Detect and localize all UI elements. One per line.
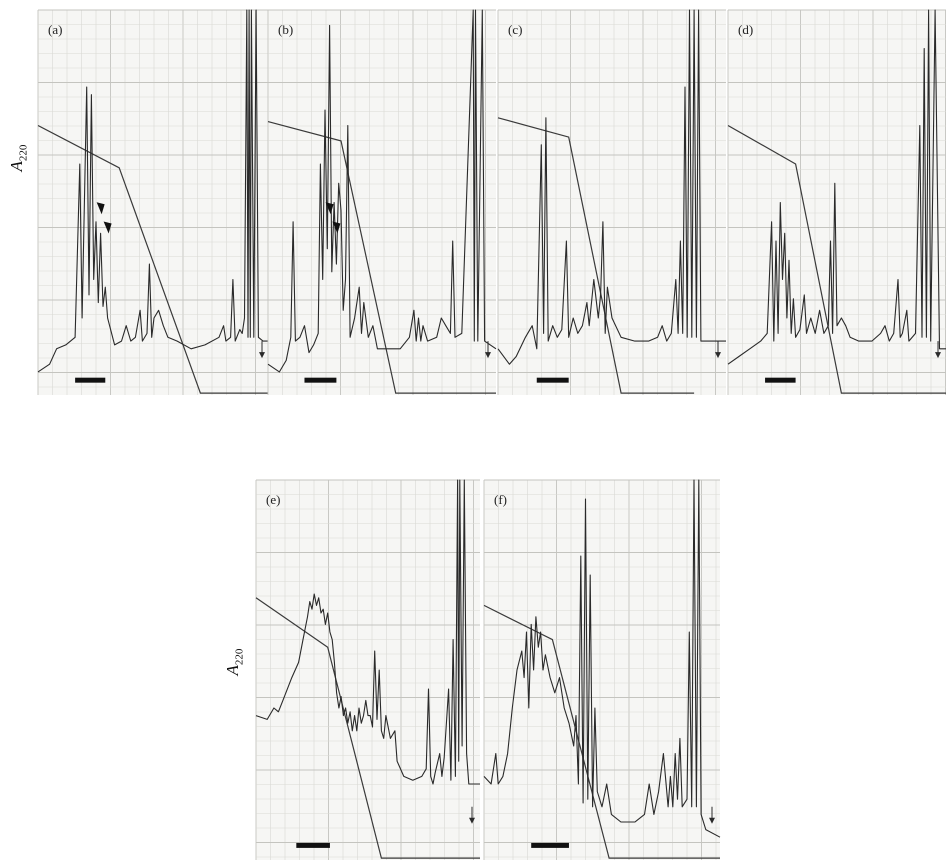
absorbance-trace: [727, 9, 946, 365]
fraction-bar: [304, 377, 337, 383]
gradient-line: [267, 121, 496, 394]
panel-label-f: (f): [494, 492, 507, 507]
fraction-bar: [536, 377, 569, 383]
panel-background: [256, 480, 480, 860]
panel-d: (d): [727, 9, 946, 395]
panel-c: (c): [497, 9, 726, 395]
absorbance-trace: [255, 479, 480, 785]
panel-background: [728, 10, 946, 395]
fraction-bar: [296, 842, 330, 848]
end-arrow-head: [469, 817, 475, 824]
gradient-line: [37, 124, 270, 394]
panel-label-c: (c): [508, 22, 522, 37]
absorbance-trace: [497, 9, 726, 365]
panel-a: (a): [37, 9, 271, 395]
end-arrow-head: [935, 352, 941, 359]
fraction-bar: [765, 377, 796, 383]
peak-arrowhead: [103, 221, 112, 234]
peak-arrowhead: [96, 202, 105, 215]
end-arrow-head: [485, 352, 491, 359]
panel-label-a: (a): [48, 22, 62, 37]
panel-label-b: (b): [278, 22, 293, 37]
gradient-line: [255, 597, 480, 859]
peak-arrowhead: [325, 202, 334, 215]
absorbance-trace: [267, 9, 497, 373]
absorbance-trace: [483, 479, 721, 838]
end-arrow-head: [259, 352, 265, 359]
fraction-bar: [531, 842, 569, 848]
panel-label-d: (d): [738, 22, 753, 37]
panel-f: (f): [483, 479, 721, 860]
gradient-line: [483, 604, 720, 859]
absorbance-trace: [37, 9, 270, 373]
gradient-line: [727, 124, 946, 394]
fraction-bar: [75, 377, 106, 383]
panel-label-e: (e): [266, 492, 280, 507]
panel-e: (e): [255, 479, 480, 860]
end-arrow-head: [715, 352, 721, 359]
gradient-line: [497, 117, 695, 394]
panel-b: (b): [267, 9, 497, 395]
end-arrow-head: [709, 817, 715, 824]
peak-arrowhead: [332, 221, 341, 234]
